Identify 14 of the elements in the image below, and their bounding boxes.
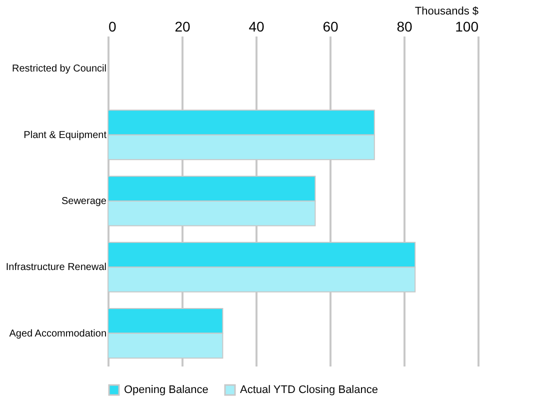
x-tick-label: 40 (248, 18, 264, 34)
y-tick-label: Plant & Equipment (24, 130, 107, 141)
y-tick-label: Infrastructure Renewal (6, 262, 106, 274)
x-tick-label: 0 (108, 18, 116, 34)
x-tick-label: 80 (396, 18, 412, 34)
y-tick-label: Sewerage (61, 196, 107, 207)
x-tick-label: 60 (322, 18, 338, 34)
x-tick-label: 100 (455, 18, 479, 34)
x-axis-title: Thousands $ (414, 6, 478, 18)
x-tick-label: 20 (174, 18, 190, 34)
legend-label: Actual YTD Closing Balance (240, 384, 378, 396)
legend-label: Opening Balance (124, 384, 208, 396)
y-tick-label: Restricted by Council (12, 64, 106, 75)
y-tick-label: Aged Accommodation (9, 328, 106, 340)
